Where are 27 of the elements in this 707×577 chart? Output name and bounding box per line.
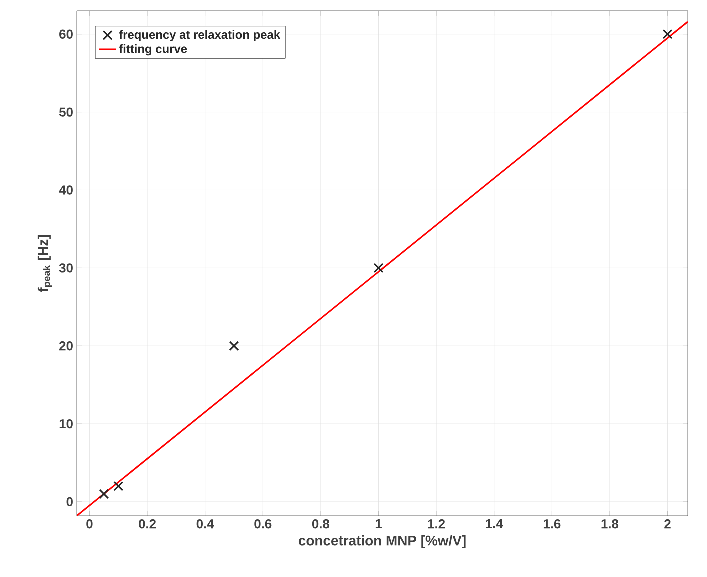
legend-label: frequency at relaxation peak xyxy=(119,30,281,42)
y-tick-label: 0 xyxy=(66,497,73,507)
point xyxy=(374,263,384,274)
x-axis-title: concetration MNP [%w/V] xyxy=(298,536,466,549)
x-tick-label: 2 xyxy=(664,520,671,529)
x-tick-label: 1.4 xyxy=(486,520,504,528)
point xyxy=(662,29,673,40)
y-tick-label: 60 xyxy=(60,30,73,39)
x-tick-label: 1.6 xyxy=(544,520,561,529)
point xyxy=(114,481,124,492)
point xyxy=(99,489,110,500)
y-tick-label: 10 xyxy=(60,419,73,429)
y-axis-title: f$_{peak}$ [Hz] xyxy=(38,235,52,292)
x-tick-label: 0.8 xyxy=(312,520,330,529)
y-tick-label: 30 xyxy=(59,264,73,273)
x-tick-label: 0.4 xyxy=(196,520,214,529)
x-tick-label: 1.2 xyxy=(428,520,446,529)
x-tick-label: 0 xyxy=(86,520,93,529)
point xyxy=(229,341,240,352)
x-tick-label: 1 xyxy=(376,520,382,528)
x-tick-label: 0.6 xyxy=(254,520,272,529)
x-tick-label: 0.2 xyxy=(139,520,156,529)
y-tick-label: 50 xyxy=(59,108,73,117)
x-tick-label: 1.8 xyxy=(602,520,619,529)
y-tick-label: 20 xyxy=(60,342,73,351)
legend-label: fitting curve xyxy=(119,44,188,56)
y-tick-label: 40 xyxy=(59,186,73,195)
